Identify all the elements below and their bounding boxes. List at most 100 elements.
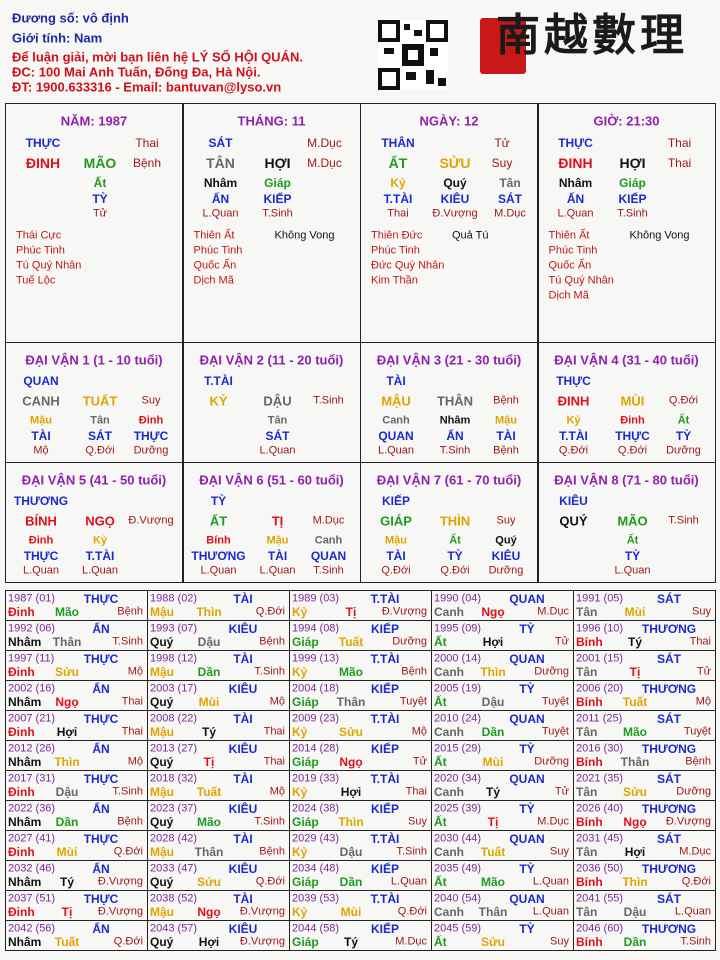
- pillar-title: GIỜ: 21:30: [593, 113, 660, 129]
- ten-god: THƯƠNG: [641, 802, 697, 816]
- state: Q.Đới: [397, 905, 427, 918]
- state: Mộ: [269, 785, 285, 798]
- ten-god: T.TÀI: [370, 712, 400, 726]
- state: Q.Đới: [255, 605, 285, 618]
- ten-god: KIẾP: [370, 922, 400, 936]
- pillar-title: THÁNG: 11: [237, 113, 306, 129]
- hidden-state: L.Quan: [614, 564, 651, 577]
- state: Mộ: [695, 695, 711, 708]
- branch: TUẤT: [82, 393, 118, 409]
- hidden-god: KIẾP: [618, 192, 647, 206]
- hidden-state: L.Quan: [22, 564, 60, 577]
- hidden-stem: Đinh: [28, 534, 54, 547]
- branch: Thân: [620, 755, 650, 769]
- hidden-god: TỲ: [624, 549, 641, 563]
- stem: Bính: [576, 755, 603, 769]
- branch: HỢI: [619, 155, 646, 171]
- dai-van-title: ĐẠI VẬN 8 (71 - 80 tuổi): [554, 472, 699, 488]
- ten-god: SÁT: [657, 892, 681, 906]
- year: 1991 (05): [576, 592, 624, 605]
- state: L.Quan: [532, 905, 569, 918]
- state: Tử: [554, 635, 569, 648]
- stem: Tân: [576, 665, 598, 679]
- hidden-state: L.Quan: [202, 207, 239, 220]
- hidden-stem: Đinh: [620, 414, 645, 427]
- state: Q.Đới: [255, 875, 285, 888]
- ten-god: THƯƠNG: [13, 494, 69, 508]
- branch: Thìn: [338, 815, 364, 829]
- ten-god: SÁT: [657, 652, 681, 666]
- ten-god: TỲ: [519, 862, 535, 876]
- ten-god: TÀI: [233, 892, 253, 906]
- ten-god: ẤN: [92, 862, 110, 876]
- hidden-stem: Ất: [449, 534, 461, 547]
- state: M.Dục: [679, 845, 711, 858]
- state: Q.Đới: [681, 875, 711, 888]
- ten-god: TỲ: [519, 802, 535, 816]
- branch: Mão: [197, 815, 221, 829]
- year: 2035 (49): [434, 862, 482, 875]
- state: M.Dục: [395, 935, 427, 948]
- year: 2019 (33): [292, 772, 340, 785]
- state: T.Sinh: [112, 635, 143, 648]
- hidden-state: Q.Đới: [558, 444, 589, 457]
- stem: Mậu: [150, 665, 174, 679]
- hidden-state: T.Sinh: [313, 564, 344, 577]
- stem: Nhâm: [8, 755, 42, 769]
- stem: Bính: [576, 695, 603, 709]
- ten-god: TỲ: [519, 682, 535, 696]
- stem: Quý: [150, 875, 174, 889]
- state: Mộ: [127, 665, 143, 678]
- ten-god: SÁT: [657, 712, 681, 726]
- star: Thiên Ất: [193, 229, 235, 242]
- stem: Ất: [434, 635, 447, 649]
- hidden-stem: Kỷ: [390, 176, 406, 190]
- hidden-stem: Mậu: [30, 414, 52, 427]
- branch: Sửu: [338, 725, 364, 739]
- star: Không Vong: [274, 229, 335, 242]
- branch: Dần: [197, 665, 221, 679]
- ten-god: THỰC: [83, 832, 119, 846]
- state: T.Sinh: [396, 845, 427, 858]
- stem: Kỷ: [292, 665, 308, 679]
- state: Bệnh: [493, 394, 519, 407]
- star: Phúc Tinh: [548, 244, 598, 257]
- year: 1989 (03): [292, 592, 340, 605]
- branch: Tị: [61, 905, 73, 919]
- star: Kim Thần: [371, 274, 418, 287]
- stem: KỶ: [209, 393, 228, 409]
- pillar-title: NĂM: 1987: [60, 113, 128, 129]
- branch: Tuất: [622, 695, 648, 709]
- state: Đ.Vượng: [97, 905, 143, 918]
- state: Q.Đới: [113, 935, 143, 948]
- state: Mộ: [269, 695, 285, 708]
- hidden-stem: Nhâm: [439, 414, 471, 427]
- stem: TÂN: [206, 155, 235, 171]
- stem: ĐINH: [557, 393, 590, 409]
- state: Thai: [689, 635, 711, 648]
- year-cell: [573, 920, 716, 951]
- stem: Đinh: [8, 665, 35, 679]
- branch: Dậu: [623, 905, 647, 919]
- hidden-stem: Nhâm: [203, 176, 238, 190]
- hidden-god: TÀI: [267, 549, 288, 563]
- year: 2032 (46): [8, 862, 56, 875]
- ten-god: T.TÀI: [370, 772, 400, 786]
- stem: Đinh: [8, 605, 35, 619]
- state: Tử: [696, 665, 711, 678]
- year: 1996 (10): [576, 622, 624, 635]
- branch: Mùi: [340, 905, 362, 919]
- hidden-god: KIÊU: [491, 549, 521, 563]
- ten-god: THỰC: [25, 136, 61, 150]
- hidden-god: TÀI: [386, 549, 406, 563]
- hidden-god: SÁT: [498, 192, 522, 206]
- state: Dưỡng: [534, 755, 569, 768]
- year: 2009 (23): [292, 712, 340, 725]
- branch: Dần: [481, 725, 505, 739]
- ten-god: TÀI: [233, 592, 253, 606]
- ten-god: THÂN: [381, 136, 415, 150]
- year: 1997 (11): [8, 652, 55, 665]
- ten-god: THỰC: [83, 892, 119, 906]
- stem: Kỷ: [292, 785, 308, 799]
